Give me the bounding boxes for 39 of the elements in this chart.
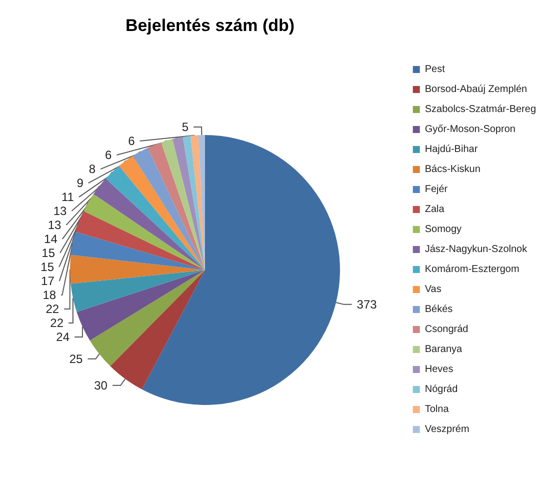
data-label: 5 xyxy=(182,120,189,134)
legend-label: Komárom-Esztergom xyxy=(424,264,520,275)
legend-label: Jász-Nagykun-Szolnok xyxy=(424,244,528,255)
data-label: 13 xyxy=(48,218,62,232)
legend-label: Fejér xyxy=(424,184,448,195)
data-label: 15 xyxy=(42,246,56,260)
data-label: 22 xyxy=(46,302,60,316)
data-label: 373 xyxy=(356,297,378,312)
data-label: 11 xyxy=(61,190,74,204)
legend-label: Borsod-Abaúj Zemplén xyxy=(424,84,528,95)
legend-label: Szabolcs-Szatmár-Bereg xyxy=(424,104,536,115)
legend-label: Csongrád xyxy=(424,324,468,335)
data-label: 13 xyxy=(53,204,67,218)
legend-label: Győr-Moson-Sopron xyxy=(424,124,516,135)
data-label: 18 xyxy=(42,288,56,302)
data-label: 14 xyxy=(44,232,58,246)
data-label: 30 xyxy=(94,378,108,392)
data-label: 24 xyxy=(56,330,70,344)
data-label: 9 xyxy=(76,176,84,190)
legend-label: Heves xyxy=(424,364,454,375)
data-label: 22 xyxy=(50,316,64,330)
legend-label: Zala xyxy=(424,204,445,215)
data-label: 8 xyxy=(88,162,96,176)
legend-label: Bács-Kiskun xyxy=(424,164,480,175)
data-label: 15 xyxy=(40,260,54,274)
legend-label: Pest xyxy=(424,64,446,75)
legend-label: Somogy xyxy=(424,224,462,235)
legend-label: Nógrád xyxy=(424,384,458,395)
data-label: 6 xyxy=(128,134,136,148)
legend-label: Baranya xyxy=(424,344,463,355)
legend-label: Békés xyxy=(424,304,453,315)
legend-label: Hajdú-Bihar xyxy=(424,144,478,155)
legend-label: Veszprém xyxy=(424,424,470,435)
data-label: 6 xyxy=(105,148,112,162)
data-label: 25 xyxy=(69,352,84,366)
legend-label: Vas xyxy=(424,284,442,295)
data-label: 17 xyxy=(41,274,55,288)
legend-label: Tolna xyxy=(424,404,450,415)
chart-title: Bejelentés szám (db) xyxy=(125,16,295,35)
